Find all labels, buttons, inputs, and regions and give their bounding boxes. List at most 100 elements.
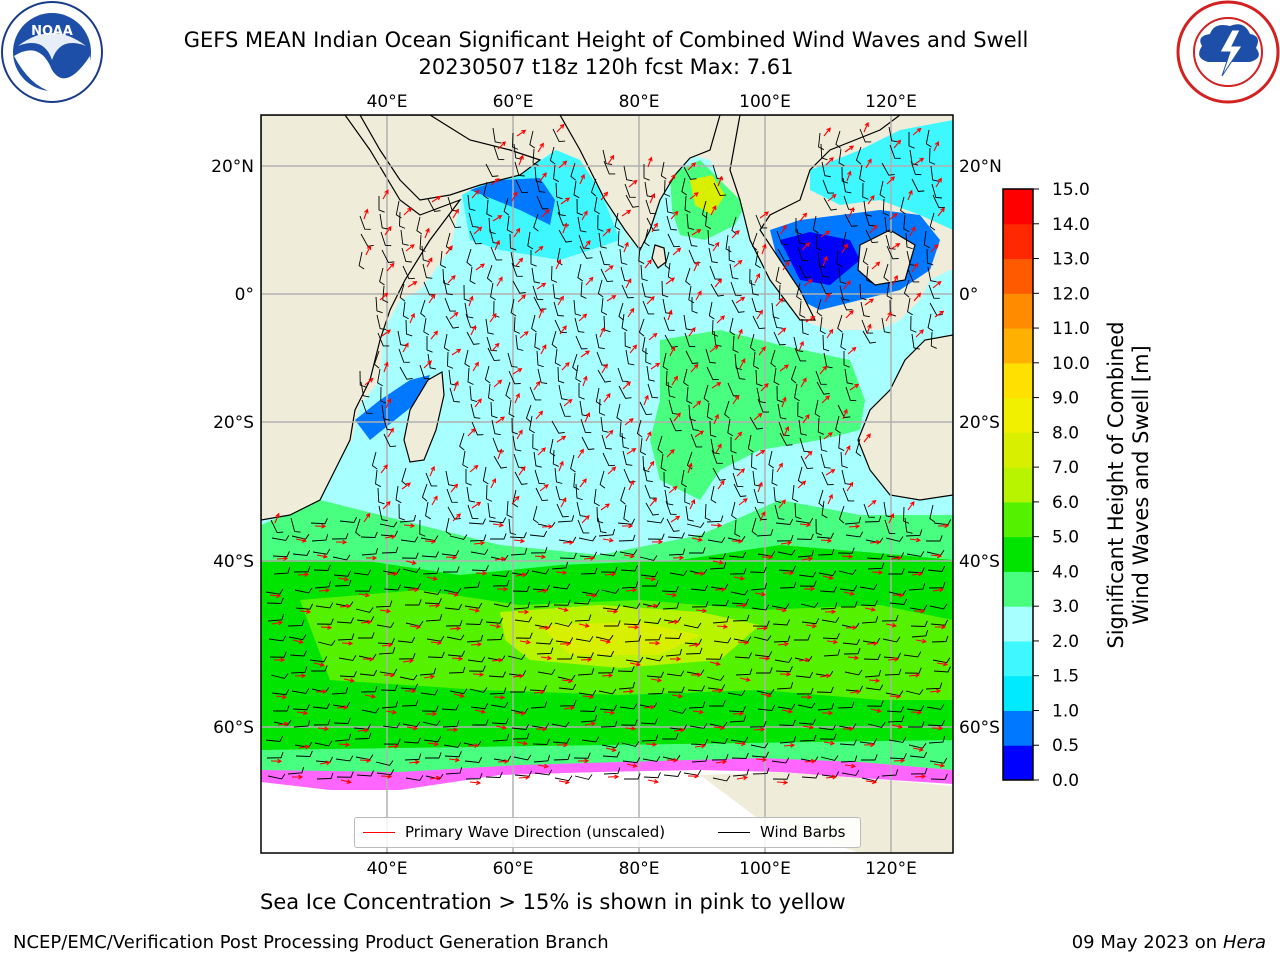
map-title: GEFS MEAN Indian Ocean Significant Heigh…	[183, 28, 1029, 52]
colorbar-swatch	[1003, 606, 1033, 642]
map-legend: Primary Wave Direction (unscaled) Wind B…	[354, 817, 861, 848]
wave-height-mozambique	[355, 375, 430, 440]
colorbar-swatch	[1003, 189, 1033, 225]
colorbar-tick-label: 5.0	[1052, 528, 1079, 548]
lat-tick-left: 0°	[235, 285, 254, 305]
lat-tick-right: 20°S	[959, 413, 1000, 433]
lon-tick-bottom: 40°E	[367, 859, 408, 879]
lon-tick-top: 100°E	[739, 92, 791, 112]
colorbar-swatch	[1003, 362, 1033, 399]
colorbar-tick-label: 8.0	[1052, 423, 1079, 443]
colorbar-tick-label: 7.0	[1052, 458, 1079, 478]
colorbar-swatch	[1003, 501, 1033, 538]
lon-tick-top: 80°E	[619, 92, 660, 112]
footer-credit: NCEP/EMC/Verification Post Processing Pr…	[13, 932, 609, 953]
wave-height-central-3-4m	[650, 330, 865, 500]
lon-tick-bottom: 100°E	[739, 859, 791, 879]
colorbar-tick-label: 2.0	[1052, 632, 1079, 652]
lat-tick-left: 20°N	[211, 157, 254, 177]
colorbar-swatch	[1003, 467, 1033, 503]
colorbar-tick-label: 11.0	[1052, 319, 1090, 339]
sri-lanka-land	[651, 244, 667, 269]
lat-tick-left: 40°S	[213, 552, 254, 572]
colorbar-swatch	[1003, 223, 1033, 260]
legend-label: Wind Barbs	[760, 823, 846, 841]
colorbar-title-line2: Wind Waves and Swell [m]	[1129, 345, 1153, 625]
map-subtitle: 20230507 t18z 120h fcst Max: 7.61	[418, 55, 794, 79]
lat-tick-left: 60°S	[213, 718, 254, 738]
lat-tick-right: 60°S	[959, 718, 1000, 738]
lat-tick-right: 40°S	[959, 552, 1000, 572]
wave-height-indonesia-lowest	[780, 232, 860, 285]
colorbar-swatch	[1003, 640, 1033, 677]
colorbar-swatch	[1003, 397, 1033, 433]
legend-item-wind-barbs: Wind Barbs	[718, 823, 845, 841]
lat-ticks-left: 20°N 0° 20°S 40°S 60°S	[211, 157, 254, 738]
india-land	[559, 115, 721, 252]
colorbar-swatch	[1003, 571, 1033, 607]
lon-tick-bottom: 60°E	[493, 859, 534, 879]
africa-land	[261, 115, 462, 521]
map-canvas	[261, 115, 953, 853]
wave-height-bay-peak	[690, 175, 725, 215]
footer-host: Hera	[1222, 932, 1266, 953]
lon-ticks-bottom: 40°E 60°E 80°E 100°E 120°E	[367, 859, 917, 879]
footer-date-text: 09 May 2023 on	[1071, 932, 1218, 953]
colorbar-tick-label: 1.5	[1052, 667, 1079, 687]
wave-height-south-china-sea	[810, 120, 953, 230]
wind-barbs-layer	[265, 126, 952, 782]
colorbar-frame	[1002, 188, 1034, 781]
colorbar-tick-label: 6.0	[1052, 493, 1079, 513]
nws-logo-icon	[1176, 0, 1280, 104]
legend-red-line-icon	[363, 832, 395, 833]
colorbar-ticks: 15.0 14.0 13.0 12.0 11.0 10.0 9.0 8.0 7.0 6.0 5.0 4…	[1033, 180, 1090, 791]
sea-ice-note: Sea Ice Concentration > 15% is shown in …	[260, 890, 846, 914]
colorbar-swatch	[1003, 675, 1033, 711]
antarctica-land	[700, 772, 953, 853]
colorbar	[1003, 189, 1033, 781]
wave-direction-arrows-layer	[269, 121, 950, 786]
lat-tick-right: 20°N	[959, 157, 1002, 177]
colorbar-tick-label: 14.0	[1052, 215, 1090, 235]
colorbar-tick-label: 9.0	[1052, 389, 1079, 409]
colorbar-tick-label: 12.0	[1052, 284, 1090, 304]
colorbar-tick-label: 15.0	[1052, 180, 1090, 200]
colorbar-swatch	[1003, 710, 1033, 746]
legend-item-wave-direction: Primary Wave Direction (unscaled)	[363, 823, 665, 841]
colorbar-title-line1: Significant Height of Combined	[1104, 321, 1128, 649]
madagascar-land	[403, 371, 445, 463]
colorbar-tick-label: 0.0	[1052, 771, 1079, 791]
graticule	[261, 115, 953, 853]
lon-tick-top: 120°E	[865, 92, 917, 112]
arabia-land	[359, 115, 542, 201]
map-frame	[260, 114, 954, 854]
lon-tick-bottom: 80°E	[619, 859, 660, 879]
wave-height-7-8m	[540, 622, 700, 655]
colorbar-tick-label: 13.0	[1052, 250, 1090, 270]
colorbar-tick-label: 0.5	[1052, 736, 1079, 756]
lat-tick-left: 20°S	[213, 413, 254, 433]
noaa-logo-text: NOAA	[31, 24, 73, 39]
lon-ticks-top: 40°E 60°E 80°E 100°E 120°E	[367, 92, 917, 112]
lon-tick-top: 40°E	[367, 92, 408, 112]
colorbar-swatch	[1003, 432, 1033, 468]
colorbar-swatch	[1003, 328, 1033, 364]
lat-ticks-right: 20°N 0° 20°S 40°S 60°S	[959, 157, 1002, 738]
borneo-land	[857, 229, 916, 286]
colorbar-swatch	[1003, 536, 1033, 572]
legend-label: Primary Wave Direction (unscaled)	[405, 823, 666, 841]
colorbar-swatch	[1003, 293, 1033, 329]
footer-date: 09 May 2023 on Hera	[1072, 932, 1266, 953]
legend-black-line-icon	[718, 832, 750, 833]
colorbar-swatch	[1003, 745, 1033, 781]
lat-tick-right: 0°	[959, 285, 978, 305]
australia-land	[857, 334, 953, 501]
colorbar-swatch	[1003, 258, 1033, 294]
lon-tick-bottom: 120°E	[865, 859, 917, 879]
colorbar-tick-label: 4.0	[1052, 562, 1079, 582]
noaa-logo-icon: NOAA	[1, 1, 103, 103]
lon-tick-top: 60°E	[493, 92, 534, 112]
colorbar-tick-label: 1.0	[1052, 701, 1079, 721]
colorbar-tick-label: 10.0	[1052, 354, 1090, 374]
